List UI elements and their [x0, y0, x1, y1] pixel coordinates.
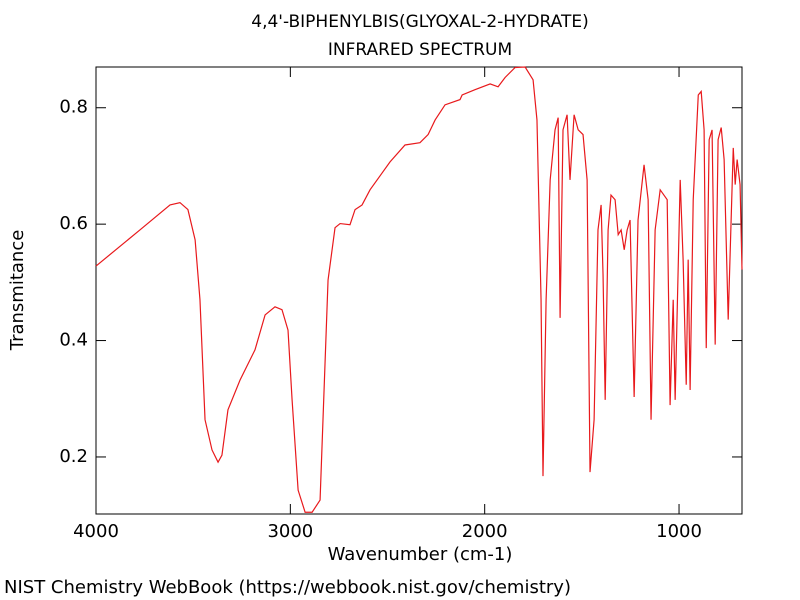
x-tick-label: 3000 [267, 521, 313, 542]
y-tick-label: 0.4 [59, 330, 88, 351]
x-tick-label: 2000 [462, 521, 508, 542]
y-tick-label: 0.6 [59, 213, 88, 234]
chart-title: 4,4'-BIPHENYLBIS(GLYOXAL-2-HYDRATE) [251, 12, 588, 32]
spectrum-line [95, 66, 743, 513]
chart-subtitle: INFRARED SPECTRUM [328, 40, 512, 60]
caption: NIST Chemistry WebBook (https://webbook.… [4, 577, 571, 598]
y-tick-label: 0.2 [59, 446, 88, 467]
y-tick-label: 0.8 [59, 97, 88, 118]
x-tick-label: 4000 [73, 521, 119, 542]
x-tick-label: 1000 [656, 521, 702, 542]
plot-frame [95, 66, 743, 515]
y-axis-label: Transmitance [7, 230, 28, 352]
x-axis-label: Wavenumber (cm-1) [328, 544, 513, 565]
